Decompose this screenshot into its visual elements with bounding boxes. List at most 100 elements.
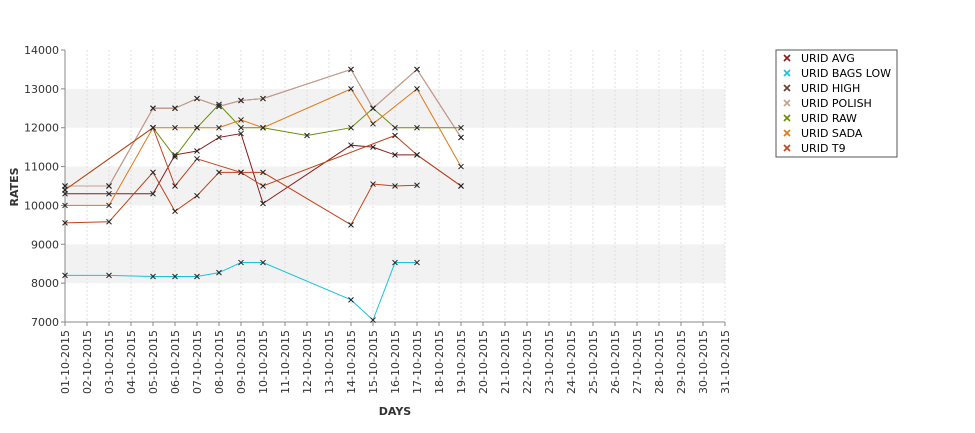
data-point-marker	[238, 117, 244, 123]
data-point-marker	[238, 97, 244, 104]
x-tick-label: 31-10-2015	[719, 330, 732, 394]
y-tick-label: 9000	[31, 238, 59, 251]
data-point-marker	[260, 95, 266, 102]
x-tick-label: 01-10-2015	[59, 330, 72, 394]
x-tick-label: 08-10-2015	[213, 330, 226, 394]
x-tick-label: 27-10-2015	[631, 330, 644, 394]
data-point-marker	[106, 218, 112, 225]
data-point-marker	[348, 296, 354, 303]
legend-entry: URID BAGS LOW	[801, 67, 891, 80]
data-point-marker	[348, 124, 354, 131]
legend-marker	[783, 144, 791, 152]
x-tick-label: 24-10-2015	[565, 330, 578, 394]
x-tick-label: 29-10-2015	[675, 330, 688, 394]
data-point-marker	[238, 130, 244, 137]
data-point-marker	[370, 144, 376, 150]
legend-box	[775, 49, 898, 158]
data-point-marker	[238, 259, 244, 266]
x-tick-label: 26-10-2015	[609, 330, 622, 394]
data-point-marker	[172, 154, 178, 160]
legend: URID AVG URID BAGS LOW URID HIGH URID POLIS…	[775, 49, 898, 158]
x-tick-label: 25-10-2015	[587, 330, 600, 394]
x-tick-label: 22-10-2015	[521, 330, 534, 394]
data-point-marker	[370, 120, 376, 127]
x-tick-label: 05-10-2015	[147, 330, 160, 394]
legend-marker	[783, 54, 791, 62]
legend-marker	[783, 129, 791, 137]
y-tick-label: 12000	[24, 122, 59, 135]
data-point-marker	[194, 95, 200, 102]
data-point-marker	[150, 124, 156, 131]
x-tick-label: 14-10-2015	[345, 330, 358, 394]
data-point-marker	[414, 66, 420, 73]
data-point-marker	[260, 169, 266, 176]
data-point-marker	[62, 187, 68, 193]
data-point-marker	[348, 142, 354, 149]
series-line	[65, 262, 417, 321]
data-point-marker	[392, 152, 398, 158]
legend-entry: URID POLISH	[801, 97, 872, 110]
x-tick-label: 13-10-2015	[323, 330, 336, 394]
data-point-marker	[392, 259, 398, 266]
data-point-marker	[172, 124, 178, 131]
data-point-marker	[458, 134, 464, 141]
data-point-marker	[370, 181, 376, 187]
data-point-marker	[216, 134, 222, 141]
data-point-marker	[414, 124, 420, 131]
y-tick-label: 13000	[24, 83, 59, 96]
data-point-marker	[216, 269, 222, 276]
data-point-marker	[458, 124, 464, 131]
y-tick-label: 8000	[31, 277, 59, 290]
x-tick-label: 17-10-2015	[411, 330, 424, 394]
series-line	[65, 88, 462, 206]
data-point-marker	[106, 190, 112, 197]
data-point-marker	[150, 169, 156, 176]
data-point-marker	[62, 220, 68, 226]
data-point-marker	[414, 182, 420, 189]
data-point-marker	[260, 259, 266, 266]
x-tick-label: 18-10-2015	[433, 330, 446, 394]
x-tick-label: 23-10-2015	[543, 330, 556, 394]
x-tick-label: 10-10-2015	[257, 330, 270, 394]
x-tick-label: 30-10-2015	[697, 330, 710, 394]
x-tick-label: 20-10-2015	[477, 330, 490, 394]
series	[62, 169, 420, 228]
data-point-marker	[414, 152, 420, 158]
x-tick-label: 07-10-2015	[191, 330, 204, 394]
data-point-marker	[414, 259, 420, 266]
legend-marker	[783, 114, 791, 122]
x-tick-labels: 01-10-2015 02-10-2015 03-10-2015 04-10-2015…	[59, 322, 732, 394]
series-line	[64, 171, 418, 226]
data-point-marker	[172, 273, 178, 280]
x-axis-title: DAYS	[379, 405, 412, 418]
data-point-marker	[348, 86, 354, 92]
data-point-marker	[392, 124, 398, 131]
data-point-marker	[392, 183, 398, 189]
x-tick-label: 19-10-2015	[455, 330, 468, 394]
data-point-marker	[106, 202, 112, 209]
data-point-marker	[260, 200, 266, 207]
data-point-marker	[216, 103, 222, 110]
series-lines	[62, 66, 464, 323]
x-tick-label: 06-10-2015	[169, 330, 182, 394]
data-point-marker	[150, 273, 156, 280]
y-tick-label: 10000	[24, 199, 59, 212]
series	[62, 124, 464, 193]
data-point-marker	[348, 66, 354, 73]
y-axis-title: RATES	[8, 167, 21, 206]
series-line	[65, 68, 462, 187]
legend-entry: URID HIGH	[801, 82, 860, 95]
series	[62, 259, 420, 323]
x-tick-label: 02-10-2015	[81, 330, 94, 394]
data-point-marker	[194, 192, 200, 199]
data-point-marker	[172, 208, 178, 215]
data-point-marker	[106, 272, 112, 279]
data-point-marker	[458, 163, 464, 170]
x-tick-label: 28-10-2015	[653, 330, 666, 394]
legend-marker	[783, 99, 791, 107]
x-tick-label: 16-10-2015	[389, 330, 402, 394]
data-point-marker	[216, 124, 222, 131]
x-tick-label: 12-10-2015	[301, 330, 314, 394]
data-point-marker	[106, 183, 112, 189]
